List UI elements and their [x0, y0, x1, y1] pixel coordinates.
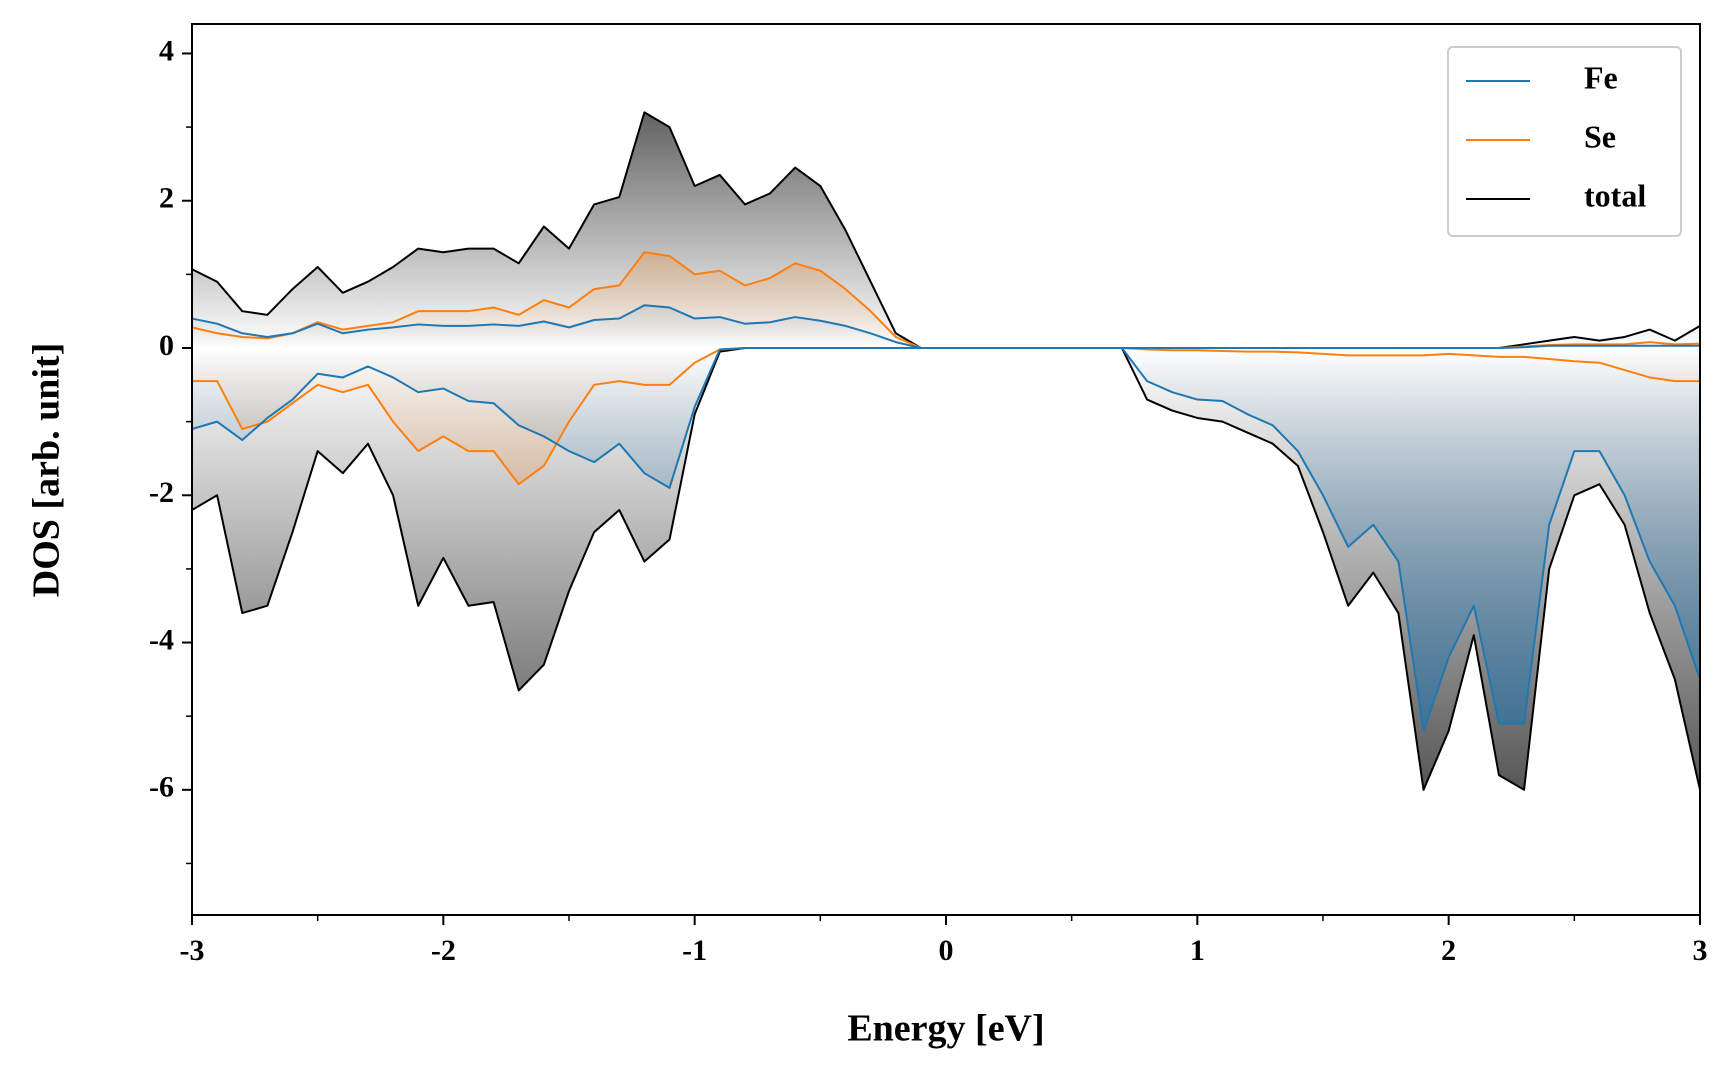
plot-area [191, 111, 1701, 791]
legend-label: Fe [1584, 59, 1618, 95]
line-up [191, 304, 1700, 349]
x-tick-label: -2 [431, 934, 456, 967]
x-axis-label: Energy [eV] [847, 1008, 1044, 1050]
y-tick-label: 0 [159, 329, 174, 362]
legend-box [1447, 46, 1682, 237]
legend-label: total [1584, 177, 1646, 213]
area-up [192, 112, 1700, 348]
area-up [192, 252, 1700, 348]
area-up [192, 305, 1700, 348]
x-tick-label: 0 [939, 934, 954, 967]
y-tick-label: -6 [149, 771, 174, 804]
y-tick-label: 2 [159, 182, 174, 215]
x-tick-label: -3 [180, 934, 205, 967]
y-axis-label: DOS [arb. unit] [26, 343, 68, 597]
area-down [192, 348, 1700, 731]
x-tick-label: 2 [1441, 934, 1456, 967]
y-tick-label: -4 [149, 623, 174, 656]
x-tick-label: 3 [1693, 934, 1708, 967]
legend-label: Se [1584, 118, 1616, 154]
y-tick-label: 4 [159, 34, 174, 67]
y-tick-label: -2 [149, 476, 174, 509]
x-tick-label: -1 [682, 934, 707, 967]
x-tick-label: 1 [1190, 934, 1205, 967]
